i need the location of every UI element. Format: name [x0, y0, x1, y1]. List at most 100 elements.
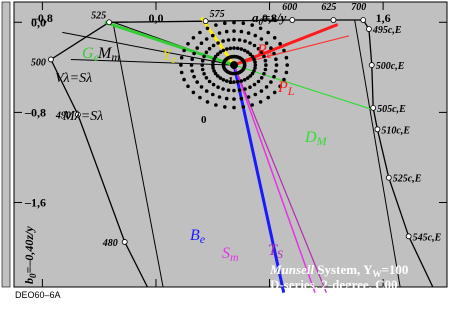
- munsell-dot: [199, 85, 204, 89]
- munsell-dot: [186, 42, 190, 46]
- munsell-dot: [199, 41, 204, 45]
- locus-marker: [330, 17, 337, 23]
- locus-label: 575: [210, 9, 225, 20]
- munsell-dot: [213, 71, 218, 76]
- white-point-marker: [230, 61, 239, 70]
- munsell-dot: [211, 92, 215, 97]
- x-tick-label: 0,0: [148, 11, 163, 25]
- munsell-dot: [223, 21, 227, 26]
- munsell-dot: [212, 69, 216, 73]
- locus-label: 500: [31, 57, 46, 68]
- info-line-2: D-series, 2-degree, C00: [270, 277, 398, 292]
- annotation-base: T: [268, 242, 278, 259]
- munsell-dot: [237, 88, 242, 92]
- munsell-dot: [191, 90, 196, 95]
- munsell-dot: [232, 20, 236, 25]
- munsell-dot: [202, 72, 206, 76]
- munsell-dot: [235, 46, 240, 51]
- munsell-dot: [223, 105, 227, 109]
- munsell-dot: [221, 87, 225, 91]
- info-line-3: chromaticity diagram (a, b): [270, 291, 423, 306]
- annotation-number-1: 1: [228, 75, 234, 87]
- munsell-dot: [211, 82, 216, 87]
- munsell-dot: [214, 103, 218, 107]
- munsell-dot: [269, 80, 273, 84]
- munsell-dot: [266, 95, 271, 100]
- locus-label: 700: [351, 2, 366, 13]
- annotation-base: R: [256, 42, 267, 59]
- munsell-dot: [259, 50, 264, 55]
- munsell-dot: [274, 69, 278, 73]
- annotation-base: S: [222, 245, 230, 262]
- hue-line-re: [233, 23, 339, 67]
- munsell-dot: [216, 85, 220, 89]
- purple-marker: [368, 62, 375, 68]
- purple-label: 545c,E: [413, 232, 442, 243]
- munsell-dot: [204, 50, 209, 55]
- inner-right-line: [354, 19, 401, 288]
- annotation-v-lambda: Vλ=Sλ: [55, 71, 92, 86]
- munsell-dot: [250, 71, 255, 76]
- munsell-dot: [278, 42, 282, 46]
- purple-boundary-line: [362, 19, 434, 288]
- munsell-dot: [237, 38, 242, 42]
- munsell-dot: [217, 95, 222, 99]
- purple-label: 510c,E: [381, 125, 410, 136]
- munsell-dot: [243, 39, 247, 43]
- annotation-pl: PL: [277, 79, 295, 98]
- munsell-dot: [228, 46, 233, 51]
- munsell-dot: [198, 30, 202, 35]
- annotation-be: Be: [190, 227, 206, 246]
- munsell-dot: [262, 54, 266, 59]
- munsell-dot: [242, 78, 247, 82]
- munsell-dot: [285, 63, 290, 67]
- munsell-dot: [259, 89, 264, 93]
- y-tick-label: –0,8: [24, 105, 46, 119]
- munsell-dot: [207, 46, 212, 51]
- munsell-dot: [274, 57, 278, 61]
- munsell-dot: [205, 26, 210, 31]
- x-tick-label: 1,6: [376, 11, 391, 25]
- locus-marker: [121, 239, 128, 245]
- munsell-dot: [284, 55, 289, 60]
- munsell-dot: [212, 57, 216, 62]
- munsell-dot: [211, 63, 215, 67]
- munsell-dot: [232, 37, 236, 42]
- munsell-dot: [258, 100, 263, 104]
- locus-label: 600: [282, 2, 297, 13]
- munsell-dot: [221, 48, 226, 53]
- munsell-dot: [232, 97, 236, 101]
- munsell-dot: [256, 79, 261, 84]
- munsell-dot: [179, 55, 184, 60]
- munsell-dot: [216, 52, 220, 56]
- annotation-sub: m: [230, 250, 239, 264]
- munsell-dot: [190, 69, 194, 73]
- annotation-base: P: [277, 79, 288, 96]
- munsell-dot: [211, 66, 215, 70]
- munsell-dot: [245, 76, 250, 80]
- munsell-dot: [211, 33, 215, 38]
- annotation-mm: Mm: [97, 45, 120, 64]
- purple-label: 525c,E: [393, 174, 422, 185]
- munsell-dot: [195, 46, 199, 50]
- munsell-dot: [225, 79, 229, 83]
- munsell-dot: [248, 41, 252, 45]
- munsell-dot: [282, 77, 286, 82]
- locus-marker: [289, 17, 296, 23]
- hue-line-ts: [233, 64, 327, 293]
- info-text-block: Munsell System, YW=100 D-series, 2-degre…: [269, 262, 423, 306]
- munsell-dot: [192, 74, 196, 79]
- munsell-dot: [248, 74, 253, 78]
- munsell-dot: [272, 36, 277, 40]
- line-m-lambda: [70, 58, 235, 66]
- munsell-dot: [239, 79, 244, 83]
- hue-line-sm: [233, 64, 316, 293]
- annotation-base: B: [190, 227, 200, 244]
- munsell-dot: [274, 63, 279, 67]
- munsell-dot: [241, 105, 246, 109]
- munsell-dot: [221, 39, 225, 43]
- munsell-dot: [253, 60, 257, 64]
- x-axis-label: a0=x/y: [252, 10, 287, 27]
- purple-label: 500c,E: [376, 61, 405, 72]
- annotation-ye: Ye: [162, 47, 177, 66]
